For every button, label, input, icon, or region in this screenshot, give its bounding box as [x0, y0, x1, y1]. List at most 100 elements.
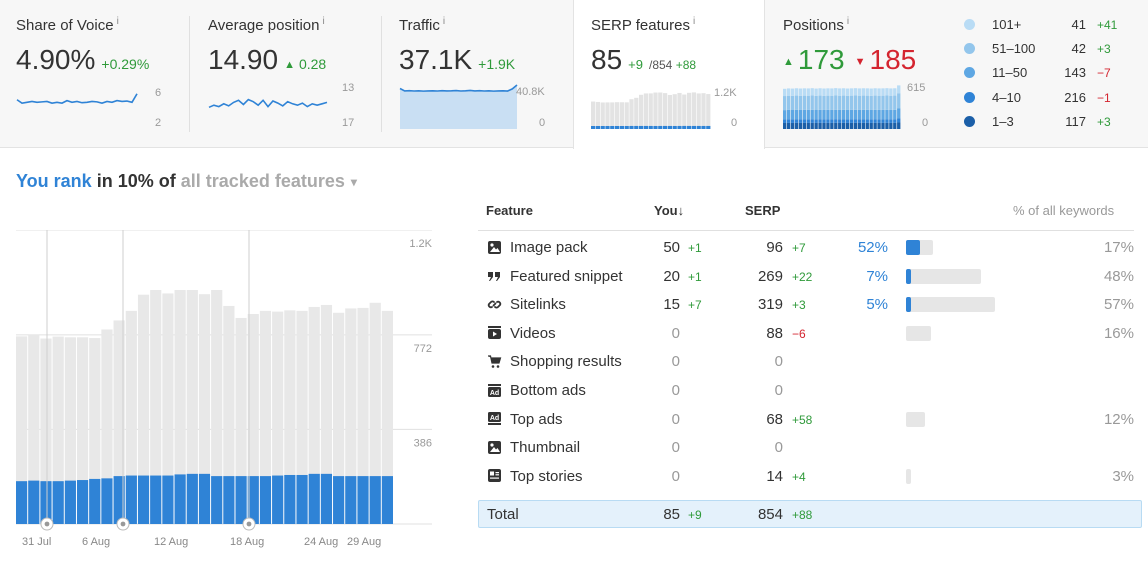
positions-legend-row[interactable]: 101+ 41 +41: [964, 16, 1144, 36]
feature-name[interactable]: Top ads: [510, 410, 563, 428]
info-icon[interactable]: i: [116, 16, 119, 27]
traffic-card[interactable]: Traffic i 37.1K +1.9K 40.8K 0: [382, 0, 574, 148]
average-position-title: Average position i: [208, 16, 325, 34]
positions-stack-segment: [881, 119, 885, 123]
serp-features-value: 85 +9/854 +88: [591, 44, 697, 75]
positions-stack-segment: [802, 109, 806, 120]
positions-stack-segment: [877, 119, 881, 123]
positions-stack-segment: [822, 88, 826, 96]
positions-stack-segment: [810, 122, 814, 129]
you-percent: 52%: [857, 239, 888, 256]
positions-stack-segment: [889, 122, 893, 129]
col-you[interactable]: You↓: [654, 203, 685, 218]
positions-stack-segment: [849, 122, 854, 129]
serp-you-bar: [706, 125, 711, 129]
serp-bar: [345, 308, 357, 524]
positions-stack-segment: [834, 95, 838, 110]
info-icon[interactable]: i: [692, 16, 696, 27]
serp-total-bar: [605, 102, 610, 129]
legend-dot-icon: [964, 43, 975, 54]
col-serp[interactable]: SERP: [745, 203, 781, 218]
traffic-value: 37.1K +1.9K: [399, 44, 516, 75]
table-row[interactable]: Videos 0 88 −6 16%: [478, 319, 1138, 347]
positions-stack-segment: [865, 109, 869, 120]
features-filter-dropdown[interactable]: all tracked features: [180, 171, 345, 191]
feature-name[interactable]: Top stories: [510, 467, 583, 485]
positions-stack-segment: [853, 95, 858, 110]
feature-name[interactable]: Shopping results: [510, 353, 622, 371]
col-share[interactable]: % of all keywords: [1013, 203, 1115, 218]
info-icon[interactable]: i: [846, 16, 850, 27]
positions-stack-segment: [857, 88, 862, 96]
table-row[interactable]: Thumbnail 0 0: [478, 433, 1138, 461]
positions-down: ▼ 185: [854, 44, 917, 75]
positions-legend-row[interactable]: 51–100 42 +3: [964, 40, 1144, 60]
positions-stack-segment: [889, 109, 893, 120]
feature-name[interactable]: Featured snippet: [510, 267, 623, 285]
serp-total-bar: [629, 99, 634, 129]
serp-features-card[interactable]: SERP features i 85 +9/854 +88 1.2K 0: [573, 0, 765, 149]
table-row[interactable]: Image pack 50 +1 96 +7 52% 17%: [478, 233, 1138, 261]
serp-bar: [381, 310, 393, 524]
info-icon[interactable]: i: [322, 16, 325, 27]
positions-stack-segment: [783, 110, 787, 120]
serp-count: 88: [766, 324, 783, 342]
positions-stack-segment: [873, 88, 877, 96]
positions-stack-segment: [814, 109, 818, 120]
axis-max: 615: [907, 82, 926, 94]
positions-legend-row[interactable]: 1–3 117 +3: [964, 113, 1144, 133]
positions-legend-row[interactable]: 11–50 143 −7: [964, 64, 1144, 84]
x-tick-label: 18 Aug: [230, 536, 265, 548]
you-bar: [64, 480, 76, 524]
positions-stack-segment: [790, 109, 795, 120]
col-feature[interactable]: Feature: [486, 203, 533, 218]
positions-stack-segment: [786, 122, 791, 129]
you-count: 15: [663, 296, 680, 314]
share-percent: 12%: [1103, 410, 1134, 428]
table-row[interactable]: Featured snippet 20 +1 269 +22 7% 48%: [478, 262, 1138, 290]
positions-stack-segment: [897, 93, 901, 109]
positions-stack-segment: [826, 88, 830, 96]
table-row[interactable]: Ad Bottom ads 0 0: [478, 376, 1138, 404]
you-count: 0: [671, 410, 680, 428]
serp-delta: +3: [792, 298, 806, 313]
annotation-gear-icon: [116, 517, 130, 531]
share-of-voice-value: 4.90% +0.29%: [16, 44, 150, 75]
axis-min: 0: [731, 117, 738, 129]
serp-bar: [28, 334, 40, 524]
positions-stack-segment: [802, 88, 806, 96]
feature-name[interactable]: Sitelinks: [510, 296, 566, 314]
table-row[interactable]: Sitelinks 15 +7 319 +3 5% 57%: [478, 290, 1138, 318]
positions-card[interactable]: Positions i ▲ 173 ▼ 185 615 0: [765, 0, 1148, 148]
feature-name[interactable]: Bottom ads: [510, 382, 586, 399]
positions-stack-segment: [814, 95, 818, 110]
positions-stack-segment: [830, 88, 834, 96]
serp-you-bar: [658, 125, 663, 129]
feature-name[interactable]: Videos: [510, 324, 556, 342]
positions-stack-segment: [861, 119, 865, 123]
positions-stack-segment: [842, 95, 846, 110]
table-row[interactable]: Shopping results 0 0: [478, 347, 1138, 375]
average-position-card[interactable]: Average position i 14.90 ▲ 0.28 13 17: [190, 0, 382, 148]
table-row[interactable]: Top stories 0 14 +4 3%: [478, 462, 1138, 490]
feature-name[interactable]: Image pack: [510, 239, 588, 256]
positions-stack-segment: [893, 109, 897, 120]
info-icon[interactable]: i: [442, 16, 446, 27]
positions-stack-segment: [842, 122, 846, 129]
serp-you-bar: [615, 126, 620, 129]
positions-stack-segment: [869, 122, 873, 129]
serp-total-bar: [591, 101, 596, 129]
feature-name[interactable]: Thumbnail: [510, 439, 581, 457]
positions-stack-segment: [853, 122, 858, 129]
positions-stack-segment: [861, 122, 865, 129]
bottom-ads-icon: Ad: [486, 382, 502, 398]
positions-stack-segment: [794, 88, 799, 96]
positions-legend-row[interactable]: 4–10 216 −1: [964, 89, 1144, 109]
positions-stack-segment: [842, 109, 846, 120]
positions-stack-segment: [838, 119, 842, 123]
shopping-cart-icon: [486, 353, 502, 369]
serp-total-bar: [663, 93, 668, 129]
table-row[interactable]: Ad Top ads 0 68 +58 12%: [478, 405, 1138, 433]
chevron-down-icon[interactable]: ▾: [350, 175, 357, 190]
share-of-voice-card[interactable]: Share of Voice i 4.90% +0.29% 6 2: [0, 0, 190, 148]
